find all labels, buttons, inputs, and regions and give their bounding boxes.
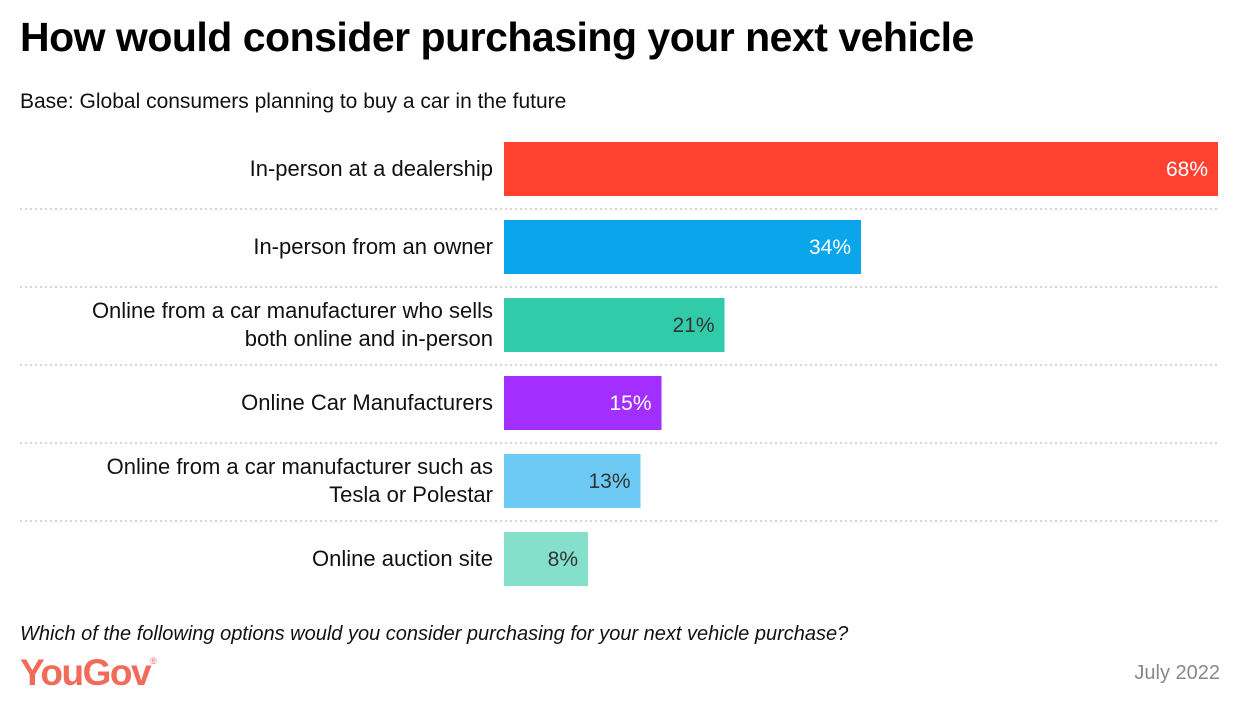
date-label: July 2022 [1134, 662, 1220, 684]
category-label: Online auction site [312, 546, 493, 571]
bar [504, 142, 1218, 196]
data-label: 15% [609, 392, 651, 415]
data-label: 21% [672, 314, 714, 337]
category-label: Online from a car manufacturer who sells [92, 298, 493, 323]
category-label: Tesla or Polestar [329, 482, 493, 507]
bar [504, 298, 725, 352]
category-label: Online from a car manufacturer such as [107, 454, 493, 479]
category-label: both online and in-person [245, 326, 493, 351]
category-label: In-person from an owner [253, 234, 493, 259]
survey-question: Which of the following options would you… [20, 623, 849, 645]
logo-text: YouGov [20, 652, 152, 693]
bar [504, 532, 588, 586]
bar [504, 220, 861, 274]
chart-title: How would consider purchasing your next … [20, 14, 974, 60]
bar [504, 454, 641, 508]
category-label: In-person at a dealership [250, 156, 493, 181]
data-label: 68% [1166, 158, 1208, 181]
data-label: 13% [588, 470, 630, 493]
chart-subtitle: Base: Global consumers planning to buy a… [20, 90, 567, 113]
data-label: 34% [809, 236, 851, 259]
bar [504, 376, 662, 430]
data-label: 8% [548, 548, 578, 571]
yougov-logo: YouGov® [20, 652, 157, 693]
category-label: Online Car Manufacturers [241, 390, 493, 415]
